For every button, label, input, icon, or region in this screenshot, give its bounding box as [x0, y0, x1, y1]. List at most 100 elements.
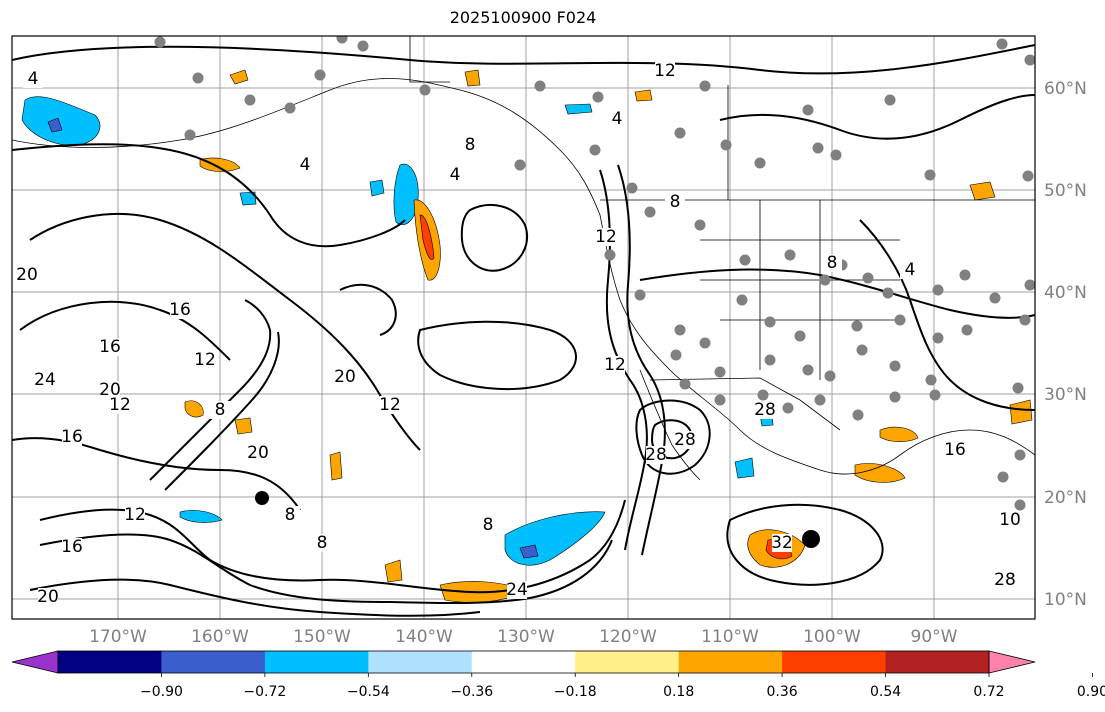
- colorbar-extend-min: [11, 650, 59, 674]
- station-marker: [670, 349, 682, 361]
- contour-label: 24: [506, 580, 528, 600]
- station-marker: [634, 289, 646, 301]
- colorbar-tick-label: −0.90: [140, 684, 183, 700]
- shaded-blob-negative: [564, 103, 593, 115]
- contour-line: [719, 94, 1035, 140]
- contour-label-bg: [655, 62, 675, 80]
- contour-label-bg: [35, 371, 55, 389]
- colorbar: −0.90 −0.72 −0.54 −0.36 −0.18 0.18 0.36 0.54 0.7…: [11, 650, 1105, 700]
- contour-label-bg: [945, 441, 965, 459]
- contour-line: [460, 204, 528, 272]
- contour-label-bg: [646, 446, 666, 464]
- colorbar-tick-label: 0.72: [973, 684, 1004, 700]
- contour-label: 8: [465, 135, 476, 155]
- station-marker: [1024, 54, 1035, 66]
- station-marker: [884, 94, 896, 106]
- colorbar-segment: [58, 651, 162, 673]
- contour-label: 12: [124, 505, 146, 525]
- station-marker: [757, 389, 769, 401]
- shaded-blob-positive: [184, 400, 204, 418]
- contour-label: 4: [450, 165, 461, 185]
- colorbar-tick-label: −0.54: [347, 684, 390, 700]
- contour-label: 8: [285, 505, 296, 525]
- colorbar-segment: [264, 651, 369, 673]
- contour-label-bg: [900, 261, 920, 279]
- contour-label-bg: [110, 396, 130, 414]
- contour-line: [149, 299, 272, 481]
- colorbar-segment: [161, 651, 266, 673]
- station-marker: [925, 374, 937, 386]
- contour-label: 4: [612, 109, 623, 129]
- contour-label: 4: [28, 69, 39, 89]
- station-marker: [674, 127, 686, 139]
- contour-label-bg: [507, 581, 527, 599]
- longitude-tick-label: 130°W: [497, 627, 555, 647]
- contour-line: [39, 533, 613, 605]
- station-marker: [882, 287, 894, 299]
- contour-line: [12, 437, 301, 511]
- gridlines: [12, 36, 1035, 619]
- station-marker: [514, 159, 526, 171]
- colorbar-tick-label: 0.36: [767, 684, 798, 700]
- station-marker: [997, 471, 1009, 483]
- shaded-blob-positive: [969, 181, 996, 201]
- contour-line: [12, 143, 406, 248]
- latitude-tick-label: 50°N: [1044, 181, 1087, 201]
- contour-line: [164, 331, 280, 491]
- contour-label-bg: [125, 506, 145, 524]
- contour-label: 20: [99, 380, 121, 400]
- station-marker: [924, 169, 936, 181]
- latitude-tick-label: 30°N: [1044, 385, 1087, 405]
- station-marker: [674, 324, 686, 336]
- longitude-tick-label: 90°W: [911, 627, 958, 647]
- station-marker: [720, 139, 732, 151]
- latitude-tick-labels: 60°N 50°N 40°N 30°N 20°N 10°N: [1044, 79, 1087, 610]
- colorbar-tick-label: 0.90: [1077, 684, 1105, 700]
- latitude-tick-label: 10°N: [1044, 590, 1087, 610]
- station-marker: [1019, 314, 1031, 326]
- station-marker: [889, 360, 901, 372]
- contour-label: 8: [827, 253, 838, 273]
- station-marker: [851, 320, 863, 332]
- contour-label: 8: [215, 400, 226, 420]
- shaded-blob-positive: [199, 157, 241, 172]
- contour-label-bg: [605, 356, 625, 374]
- station-marker: [889, 391, 901, 403]
- longitude-tick-label: 160°W: [191, 627, 249, 647]
- longitude-tick-label: 120°W: [599, 627, 657, 647]
- station-marker: [812, 142, 824, 154]
- contour-label: 12: [194, 350, 216, 370]
- contour-label: 20: [37, 587, 59, 607]
- shaded-blob-negative: [734, 457, 755, 479]
- station-marker: [819, 274, 831, 286]
- contour-line: [417, 320, 577, 391]
- station-marker: [830, 149, 842, 161]
- shaded-blob-positive: [419, 214, 435, 260]
- station-marker: [679, 378, 691, 390]
- station-marker: [782, 402, 794, 414]
- station-marker: [184, 129, 196, 141]
- contour-label: 28: [645, 445, 667, 465]
- contour-label-bg: [995, 571, 1015, 589]
- contour-label: 16: [944, 440, 966, 460]
- station-marker: [534, 80, 546, 92]
- contour-line: [650, 419, 693, 460]
- station-marker: [1012, 382, 1024, 394]
- colorbar-extend-max: [988, 650, 1036, 674]
- contour-label-bg: [596, 228, 616, 246]
- station-marker: [714, 394, 726, 406]
- station-marker: [961, 324, 973, 336]
- station-marker: [784, 249, 796, 261]
- contour-label-bg: [295, 156, 315, 174]
- contour-label-bg: [62, 428, 82, 446]
- station-marker: [699, 337, 711, 349]
- shaded-blob-positive: [879, 426, 919, 442]
- station-marker: [1014, 499, 1026, 511]
- contour-label: 12: [604, 355, 626, 375]
- contour-label-bg: [445, 166, 465, 184]
- contour-label-bg: [478, 516, 498, 534]
- contour-label: 16: [99, 337, 121, 357]
- contour-label-bg: [675, 431, 695, 449]
- longitude-tick-labels: 170°W 160°W 150°W 140°W 130°W 120°W 110°W 100°W…: [89, 627, 958, 647]
- contour-line: [29, 578, 481, 617]
